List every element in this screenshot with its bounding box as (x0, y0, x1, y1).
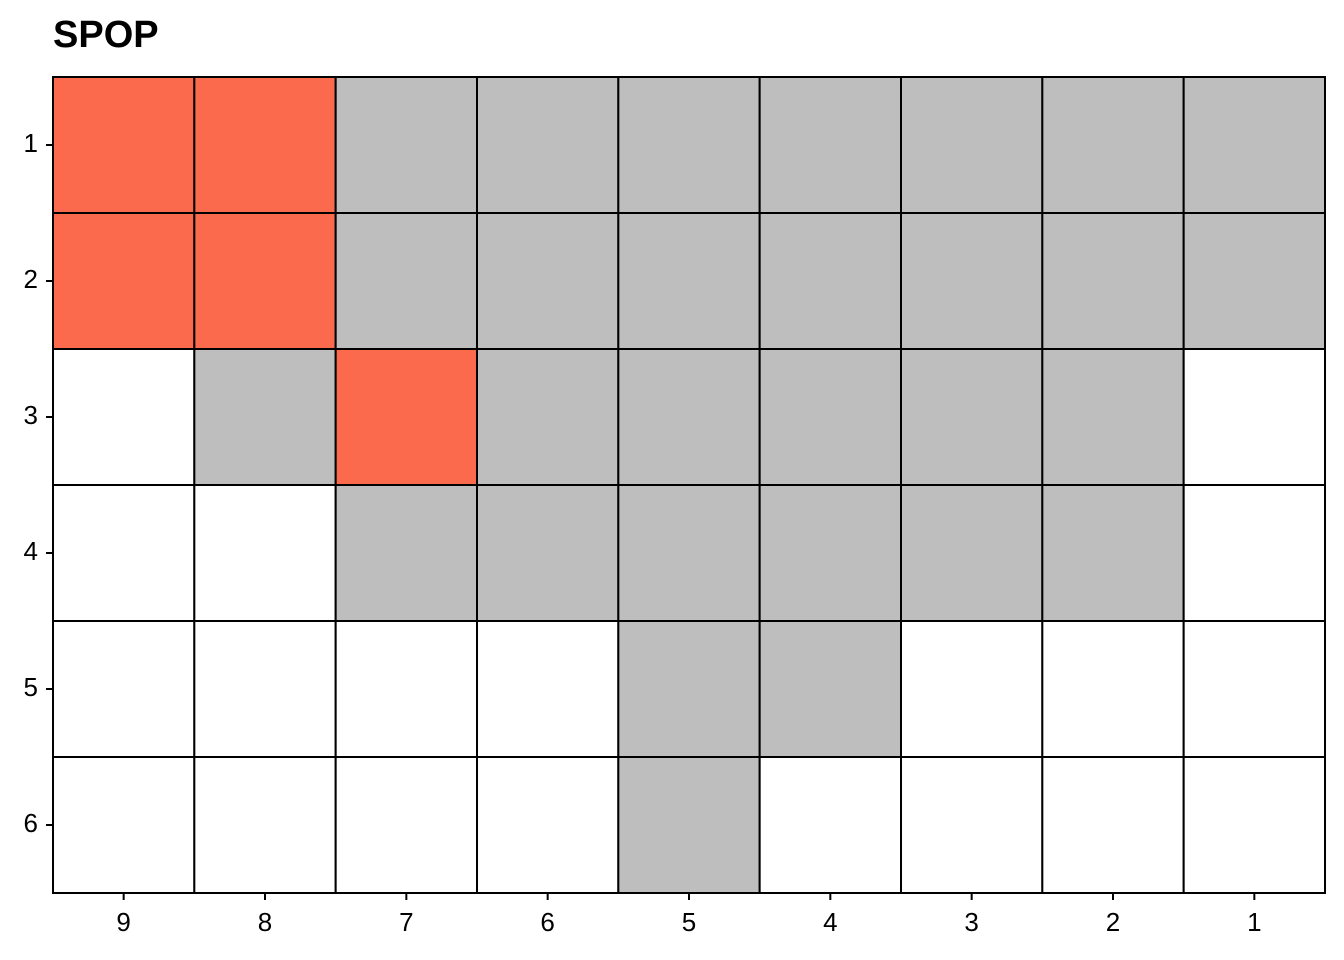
x-tick-label: 6 (540, 907, 554, 937)
tile (334, 212, 478, 350)
tile (617, 76, 761, 214)
tile (52, 348, 196, 486)
tile (900, 620, 1044, 758)
tile (476, 348, 620, 486)
tile (476, 756, 620, 894)
x-tick-label: 8 (258, 907, 272, 937)
x-tick-label: 5 (682, 907, 696, 937)
tile (476, 484, 620, 622)
tile (193, 756, 337, 894)
tile (900, 756, 1044, 894)
tile (1182, 348, 1326, 486)
y-tick-label: 1 (24, 128, 38, 158)
tile (758, 620, 903, 758)
tile (334, 756, 478, 894)
tile (1182, 620, 1326, 758)
tile (758, 484, 903, 622)
tile (1041, 620, 1185, 758)
tile (1182, 76, 1326, 214)
x-tick-label: 2 (1106, 907, 1120, 937)
tile (193, 76, 337, 214)
tile (758, 212, 903, 350)
tile (1182, 484, 1326, 622)
tile (193, 620, 337, 758)
tile (617, 212, 761, 350)
y-tick-label: 2 (24, 264, 38, 294)
tile (900, 76, 1044, 214)
tile (758, 76, 903, 214)
tile (900, 212, 1044, 350)
tile (52, 756, 196, 894)
tile (900, 348, 1044, 486)
tile (1182, 756, 1326, 894)
tile (52, 484, 196, 622)
tile (617, 756, 761, 894)
tile (476, 76, 620, 214)
tile (617, 348, 761, 486)
tile (758, 756, 903, 894)
tile (334, 620, 478, 758)
tile (1041, 348, 1185, 486)
chart-title: SPOP (53, 14, 159, 56)
tile (1041, 212, 1185, 350)
tile (52, 212, 196, 350)
tile (334, 76, 478, 214)
x-tick-label: 9 (116, 907, 130, 937)
y-tick-label: 6 (24, 808, 38, 838)
y-tick-label: 3 (24, 400, 38, 430)
tile (1182, 212, 1326, 350)
tile (900, 484, 1044, 622)
x-tick-label: 3 (964, 907, 978, 937)
tile (334, 348, 478, 486)
tile (617, 484, 761, 622)
tile (52, 620, 196, 758)
tile (193, 484, 337, 622)
tile (1041, 484, 1185, 622)
tile (758, 348, 903, 486)
tile (52, 76, 196, 214)
tile (1041, 756, 1185, 894)
tile (1041, 76, 1185, 214)
tile (334, 484, 478, 622)
tile (476, 620, 620, 758)
tile (617, 620, 761, 758)
y-tick-label: 4 (24, 536, 38, 566)
tile (193, 348, 337, 486)
y-tick-label: 5 (24, 672, 38, 702)
tile (193, 212, 337, 350)
x-tick-label: 1 (1247, 907, 1261, 937)
x-tick-label: 4 (823, 907, 837, 937)
tile (476, 212, 620, 350)
x-tick-label: 7 (399, 907, 413, 937)
